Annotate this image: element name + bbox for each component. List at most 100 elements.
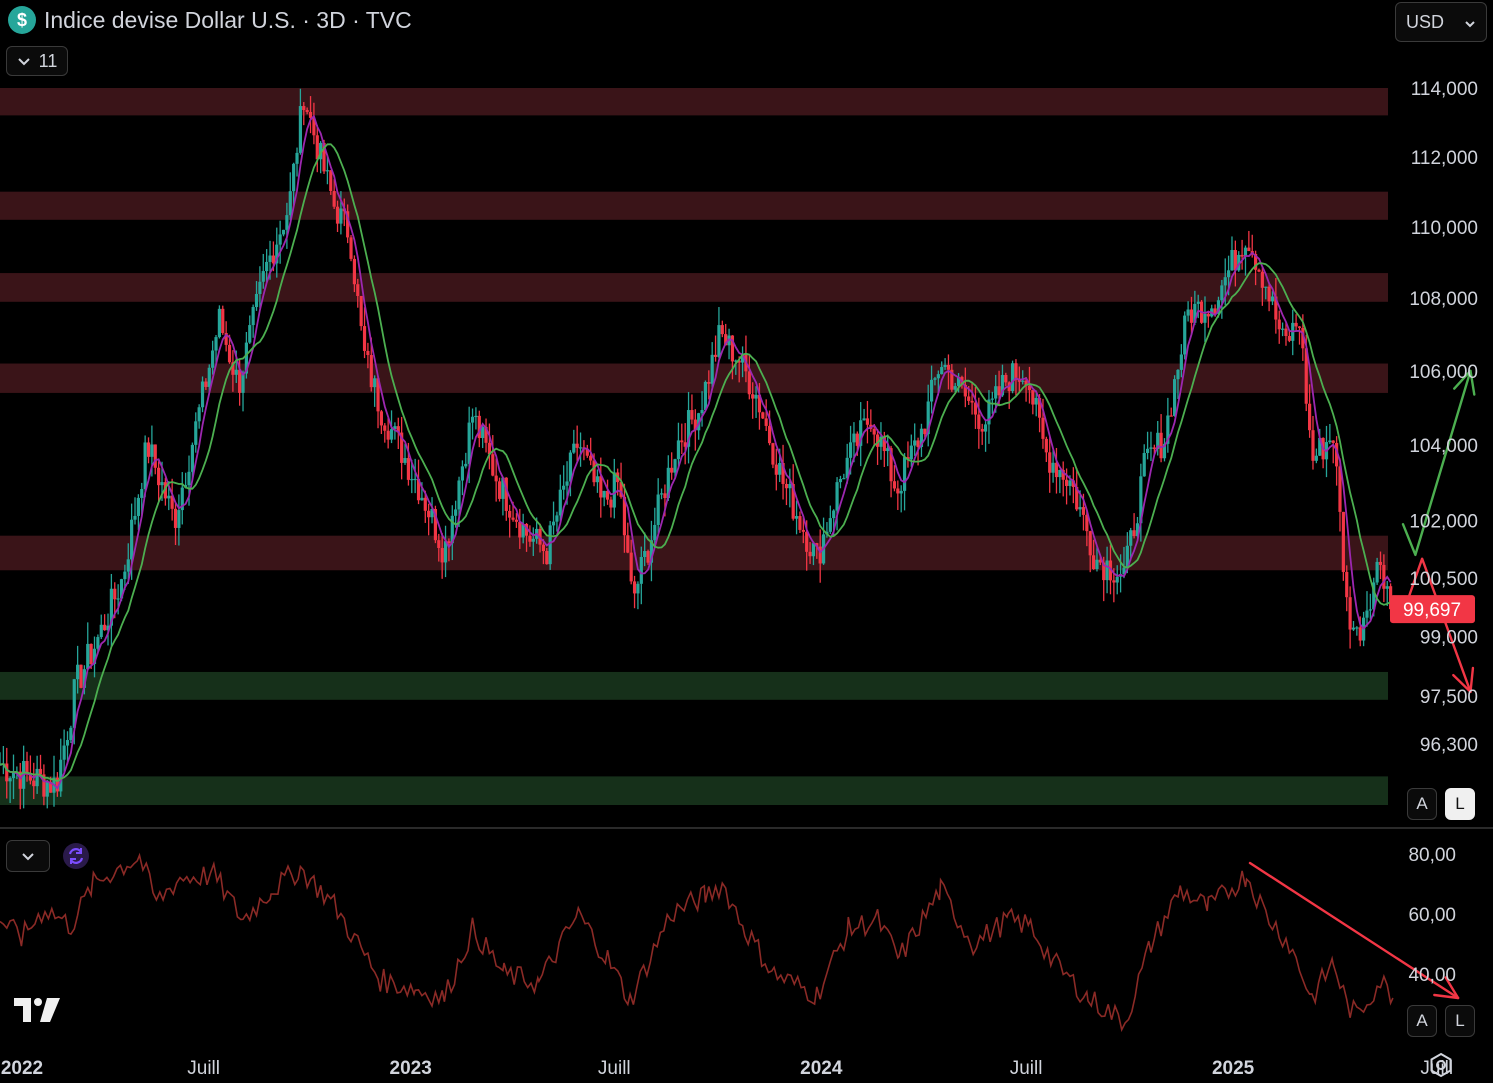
candle	[484, 418, 488, 453]
candle-body	[96, 637, 100, 649]
symbol-header[interactable]: $ Indice devise Dollar U.S. · 3D · TVC	[8, 6, 412, 34]
candle-body	[1223, 277, 1227, 286]
candle	[821, 517, 826, 565]
candle-body	[464, 463, 468, 467]
candle	[487, 423, 492, 470]
candle	[842, 473, 846, 480]
candle	[1257, 268, 1261, 273]
sync-icon[interactable]	[62, 842, 90, 870]
candle	[403, 443, 407, 465]
support-zone-6	[0, 776, 1388, 805]
candle	[747, 354, 751, 400]
candle	[211, 340, 215, 375]
candle-body	[524, 523, 529, 536]
candle-body	[629, 552, 633, 582]
candle	[18, 762, 22, 810]
candle-body	[940, 367, 944, 375]
candle-body	[1125, 545, 1129, 568]
candle	[261, 253, 265, 289]
candle	[400, 416, 404, 480]
candle-body	[143, 442, 147, 490]
candle	[859, 402, 863, 467]
candle-body	[626, 535, 630, 553]
candle-body	[1264, 286, 1268, 288]
candle	[1189, 296, 1194, 335]
candle-body	[430, 509, 434, 518]
candle	[622, 483, 627, 553]
osc-auto-scale-button[interactable]: A	[1407, 1005, 1437, 1037]
candle-body	[440, 547, 444, 563]
candle-body	[271, 255, 275, 264]
candle	[423, 490, 427, 523]
currency-selector[interactable]: USD	[1395, 2, 1487, 42]
candle-body	[1112, 580, 1116, 583]
candle	[217, 305, 221, 339]
candle-body	[632, 581, 637, 594]
candle	[1172, 375, 1177, 417]
oscillator-collapse-button[interactable]	[6, 840, 50, 872]
candle-body	[136, 497, 140, 516]
candle	[332, 179, 336, 210]
candle-body	[1068, 480, 1072, 486]
settings-gear-icon[interactable]	[1428, 1052, 1454, 1078]
candle-body	[1156, 432, 1160, 449]
candle	[477, 410, 481, 448]
candle	[531, 527, 535, 556]
candle	[180, 472, 184, 525]
candle	[1010, 360, 1015, 394]
candle	[38, 754, 43, 777]
candle-body	[1193, 303, 1197, 323]
candle-body	[1014, 363, 1018, 380]
price-tick-label: 102,000	[1409, 511, 1478, 532]
candle-body	[1240, 254, 1244, 257]
candle-body	[295, 152, 299, 164]
candle	[1237, 251, 1241, 272]
candle-body	[251, 307, 255, 326]
candle-body	[450, 515, 454, 544]
candle-body	[126, 559, 130, 572]
oscillator-axis: 80,00 60,00 40,00	[1408, 845, 1456, 986]
candle-body	[5, 763, 9, 782]
candle-body	[204, 381, 208, 387]
candle	[929, 365, 934, 414]
candle-body	[460, 466, 465, 481]
candle-body	[275, 244, 279, 264]
candle-body	[1031, 390, 1035, 405]
candle	[575, 425, 579, 462]
candle-body	[643, 551, 647, 558]
log-scale-button[interactable]: L	[1445, 788, 1475, 820]
candle-body	[805, 531, 809, 552]
candle	[636, 581, 640, 610]
candle-body	[865, 418, 870, 425]
symbol-title[interactable]: Indice devise Dollar U.S. · 3D · TVC	[44, 6, 412, 33]
candle-body	[1378, 561, 1383, 565]
candle-body	[916, 440, 920, 447]
candle	[140, 482, 144, 515]
candle	[1385, 581, 1389, 607]
candle-body	[575, 443, 579, 448]
candle-body	[1088, 531, 1092, 556]
osc-log-scale-button[interactable]: L	[1445, 1005, 1475, 1037]
candle	[1348, 586, 1352, 649]
candle-body	[832, 510, 836, 519]
candle	[194, 412, 198, 453]
candle-body	[1172, 379, 1177, 416]
candle-body	[700, 410, 704, 414]
candle-body	[639, 557, 643, 584]
candle-body	[278, 234, 282, 245]
auto-scale-button[interactable]: A	[1407, 788, 1437, 820]
candle-body	[1189, 309, 1194, 323]
candle-body	[352, 258, 357, 285]
candle-body	[457, 480, 461, 510]
candle	[55, 772, 59, 797]
candle	[872, 423, 876, 446]
candle-body	[194, 421, 198, 445]
candle	[1281, 322, 1285, 337]
indicators-toggle[interactable]: 11	[6, 46, 68, 76]
candle-body	[146, 442, 151, 457]
candle	[781, 444, 785, 500]
candle	[926, 384, 930, 447]
candle	[545, 548, 549, 565]
candle	[281, 229, 286, 237]
